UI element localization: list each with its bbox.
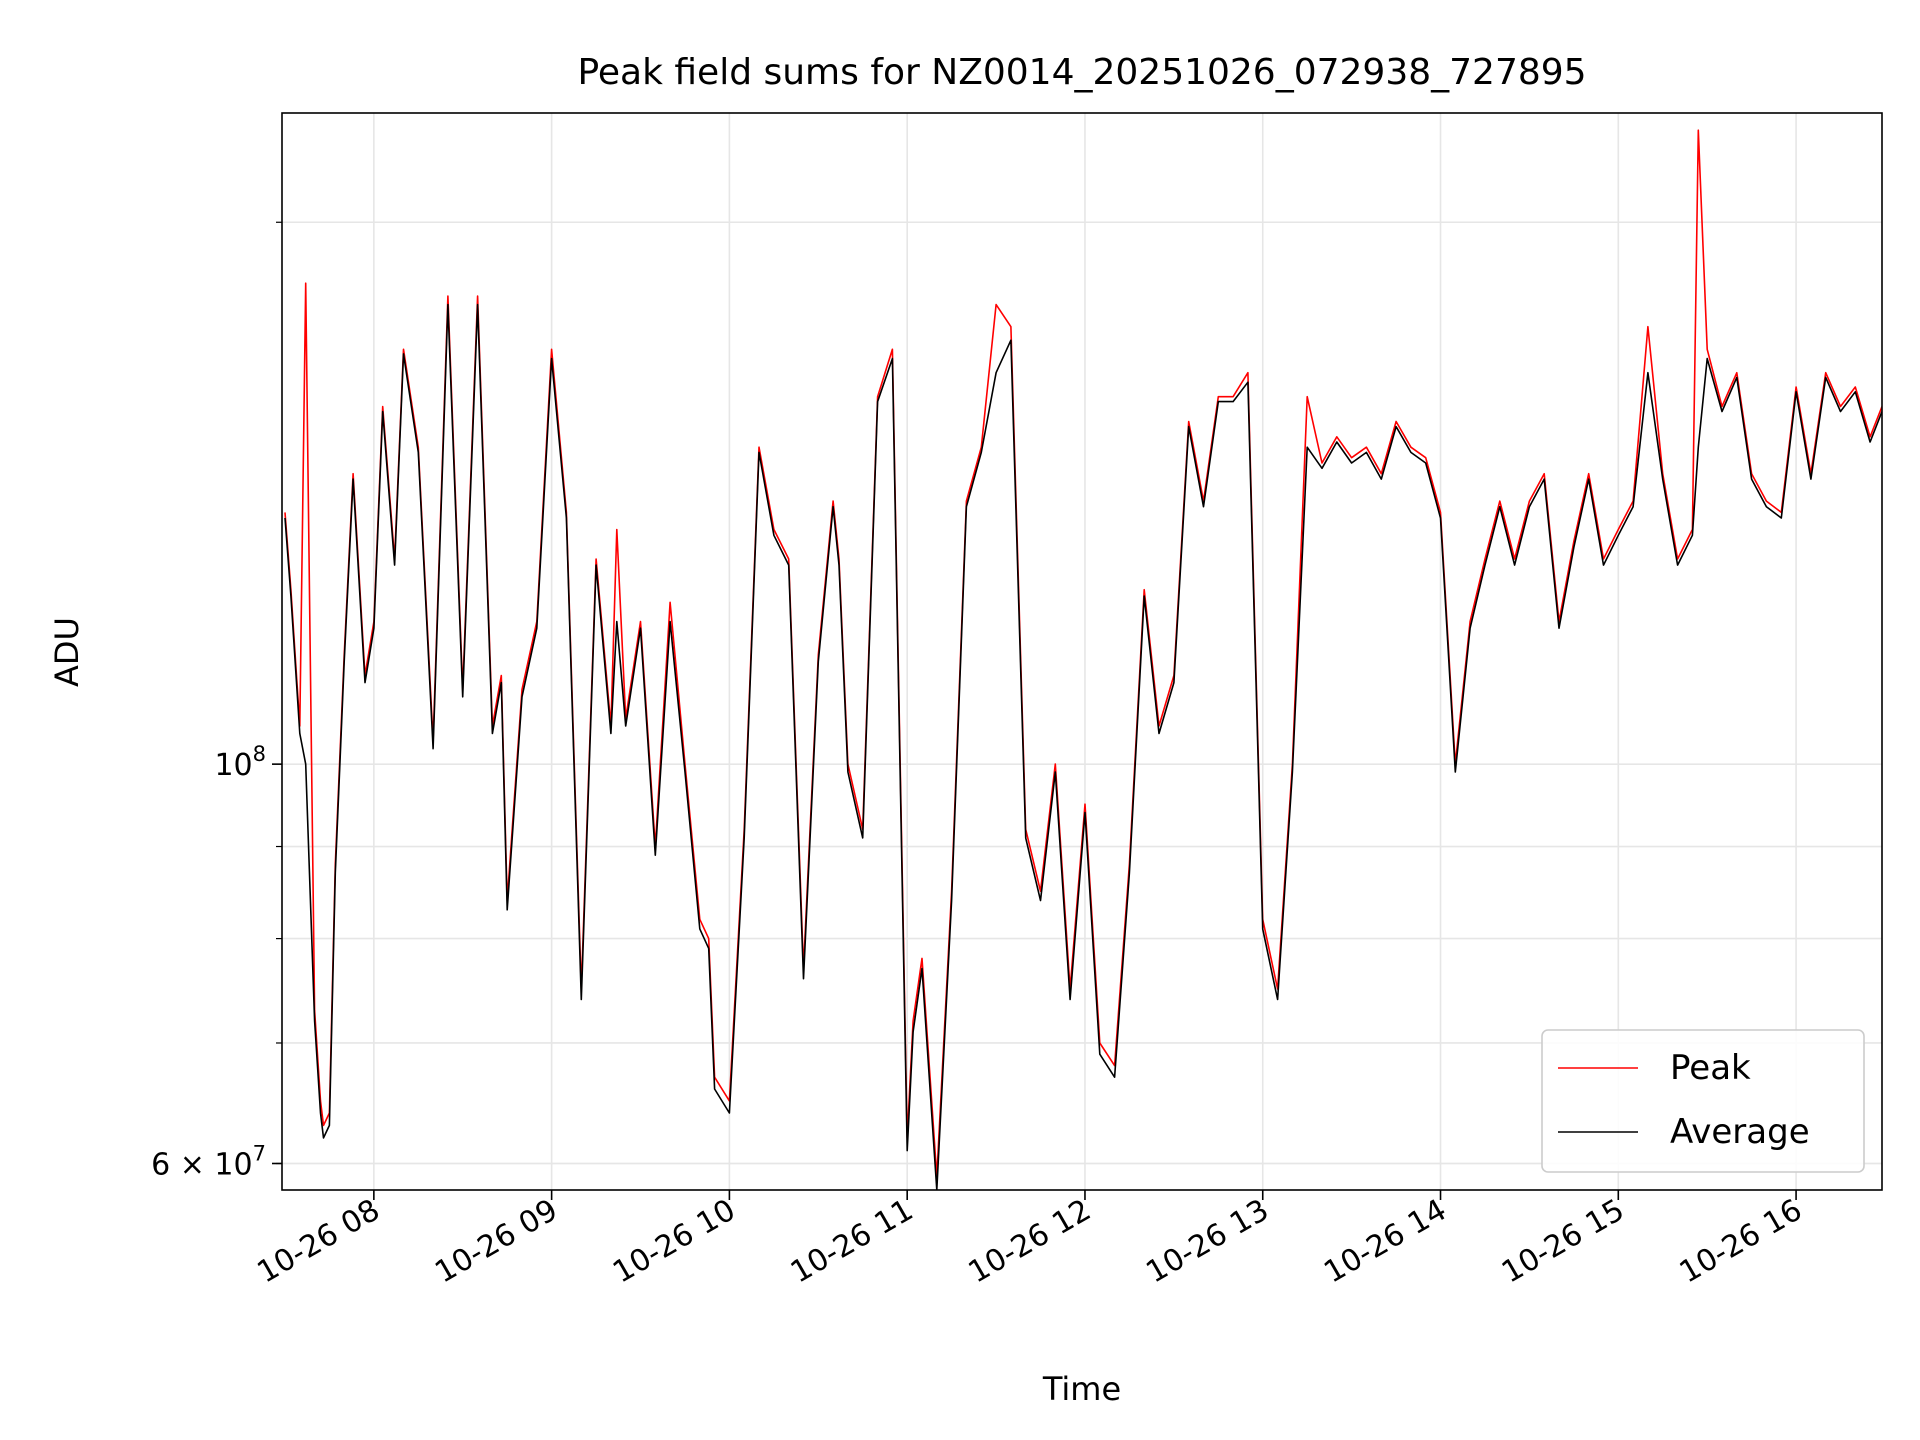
- plot-lines: [284, 129, 1882, 1190]
- y-axis: 108 6 × 107: [151, 221, 282, 1182]
- series-line-average: [284, 303, 1882, 1190]
- legend-label-average: Average: [1670, 1112, 1810, 1152]
- y-tick-label: 108: [214, 742, 266, 783]
- plot-frame: [281, 112, 1883, 1191]
- y-axis-label: ADU: [48, 617, 86, 687]
- legend-box: [1541, 1029, 1865, 1173]
- chart-title: Peak field sums for NZ0014_20251026_0729…: [577, 52, 1586, 93]
- y-tick-label: 6 × 107: [151, 1141, 266, 1182]
- legend: Peak Average: [1541, 1029, 1865, 1173]
- legend-label-peak: Peak: [1670, 1048, 1751, 1088]
- x-axis-label: Time: [1042, 1370, 1121, 1408]
